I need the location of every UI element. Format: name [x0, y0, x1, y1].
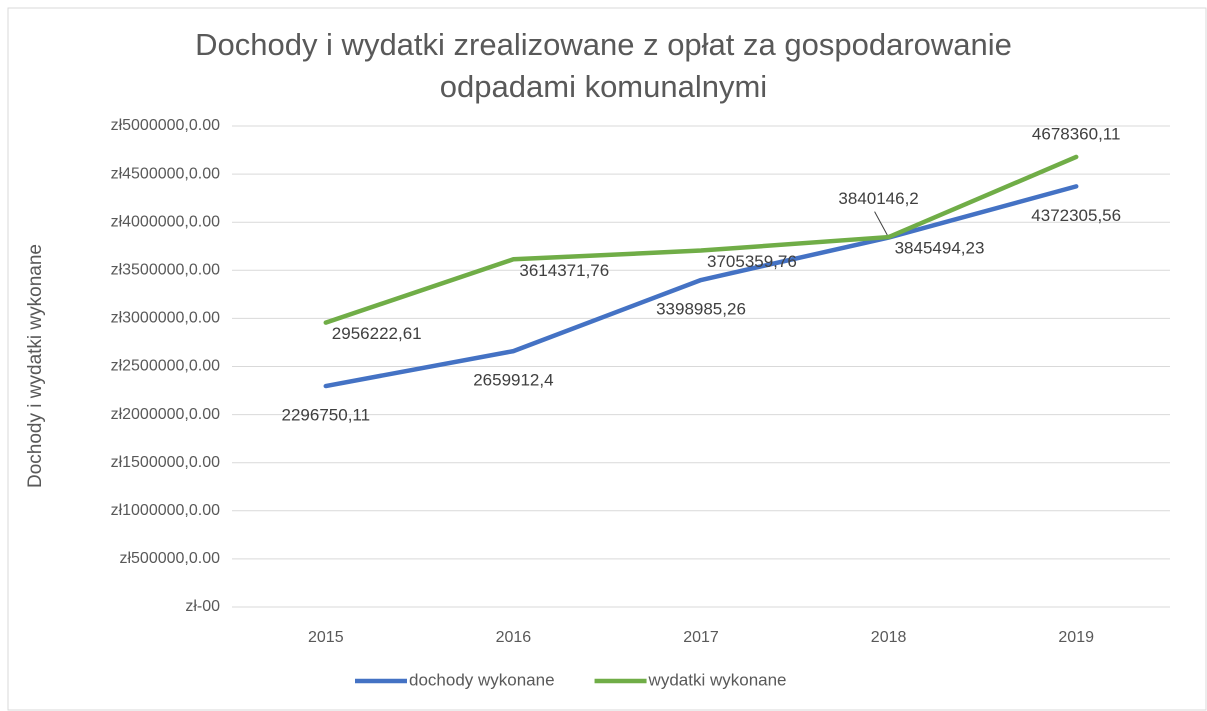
series-line: [323, 184, 1079, 389]
y-tick-label: zł2500000,0.00: [111, 358, 221, 375]
y-tick-label: zł-00: [185, 598, 220, 615]
y-tick-label: zł3000000,0.00: [111, 310, 221, 327]
leader-line: [874, 211, 889, 236]
y-axis-label: Dochody i wydatki wykonane: [25, 244, 46, 488]
x-tick-label: 2015: [308, 629, 344, 646]
data-label: 2956222,61: [332, 324, 422, 343]
y-tick-label: zł5000000,0.00: [111, 117, 221, 134]
data-label: 4678360,11: [1032, 124, 1121, 143]
data-label: 3840146,2: [838, 189, 918, 208]
y-tick-label: zł4500000,0.00: [111, 165, 221, 182]
data-label: 4372305,56: [1031, 206, 1121, 225]
x-tick-label: 2019: [1058, 629, 1094, 646]
chart-frame: [7, 7, 1207, 711]
x-tick-label: 2017: [683, 629, 719, 646]
legend-label: wydatki wykonane: [648, 670, 787, 689]
y-tick-label: zł4000000,0.00: [111, 213, 221, 230]
series-line: [323, 154, 1079, 325]
data-label: 2296750,11: [282, 406, 371, 425]
y-tick-label: zł500000,0.00: [119, 550, 220, 567]
y-tick-label: zł2000000,0.00: [111, 406, 221, 423]
y-tick-label: zł1500000,0.00: [111, 454, 221, 471]
data-label: 3845494,23: [895, 239, 985, 258]
data-label: 3705359,76: [707, 252, 797, 271]
legend-label: dochody wykonane: [409, 670, 555, 689]
data-label: 3614371,76: [519, 261, 609, 280]
data-label: 3398985,26: [656, 300, 746, 319]
y-tick-label: zł3500000,0.00: [111, 262, 221, 279]
y-tick-label: zł1000000,0.00: [111, 502, 221, 519]
chart-title: Dochody i wydatki zrealizowane z opłat z…: [195, 27, 1012, 104]
x-tick-label: 2016: [496, 629, 532, 646]
data-label: 2659912,4: [473, 371, 553, 390]
x-tick-label: 2018: [871, 629, 907, 646]
